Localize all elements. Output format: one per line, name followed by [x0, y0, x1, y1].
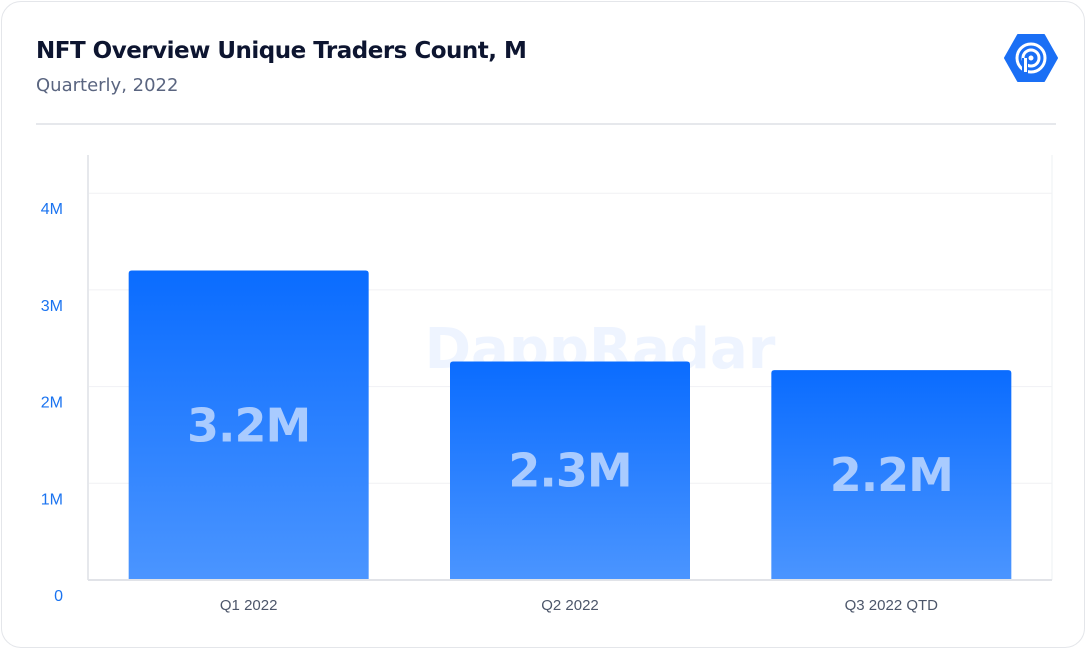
bar [128, 270, 369, 580]
data-label: 2.3M [508, 444, 631, 498]
data-label: 3.2M [187, 398, 310, 452]
chart-subtitle: Quarterly, 2022 [36, 75, 179, 96]
data-label: 2.2M [830, 448, 953, 502]
x-tick-label: Q3 2022 QTD [845, 597, 939, 614]
y-tick-label: 1M [41, 491, 63, 508]
chart-title: NFT Overview Unique Traders Count, M [36, 38, 527, 64]
y-tick-label: 0 [54, 588, 63, 605]
bar [450, 361, 690, 580]
dappradar-logo-icon [1004, 34, 1058, 82]
y-tick-label: 4M [41, 201, 63, 218]
y-tick-label: 3M [41, 298, 63, 315]
bar [771, 370, 1012, 580]
header-divider [36, 123, 1056, 125]
y-tick-label: 2M [41, 395, 63, 412]
x-tick-label: Q2 2022 [541, 597, 599, 614]
x-tick-label: Q1 2022 [220, 597, 278, 614]
